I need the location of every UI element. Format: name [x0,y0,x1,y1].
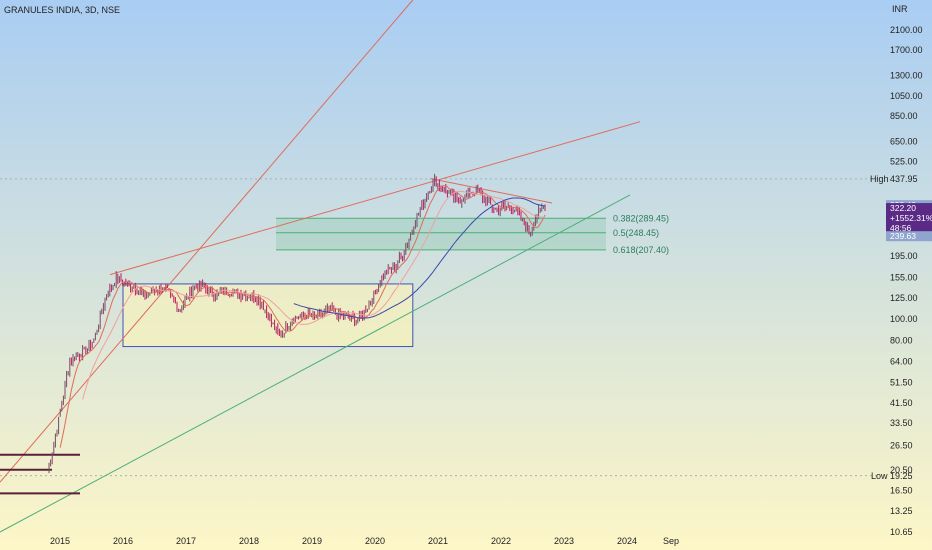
resistance-trendline [109,121,641,276]
current-price-badge-text: +1552.31% [890,213,932,223]
low-value: 19.25 [890,471,913,481]
y-tick-label: 20.50 [890,465,913,475]
y-tick-label: 1700.00 [890,45,923,55]
x-tick-label: Sep [663,536,679,546]
y-tick-label: 64.00 [890,357,913,367]
y-tick-label: 41.50 [890,398,913,408]
x-tick-label: 2017 [176,536,196,546]
x-tick-label: 2023 [554,536,574,546]
x-tick-label: 2018 [239,536,259,546]
y-tick-label: 13.25 [890,506,913,516]
current-price-badge [886,203,932,233]
y-tick-label: 51.50 [890,377,913,387]
y-tick-label: 525.00 [890,157,918,167]
y-tick-label: 650.00 [890,136,918,146]
y-tick-label: 80.00 [890,335,913,345]
y-tick-label: 1300.00 [890,71,923,81]
high-value: 437.95 [890,174,918,184]
x-tick-label: 2022 [491,536,511,546]
x-tick-label: 2021 [428,536,448,546]
current-price-badge-text: 48:56 [890,223,912,233]
ma-long-line [293,197,546,319]
y-tick-label: 195.00 [890,251,918,261]
y-tick-label: 33.50 [890,418,913,428]
y-tick-label: 1050.00 [890,91,923,101]
y-tick-label: 850.00 [890,111,918,121]
fib-label: 0.5(248.45) [613,228,659,238]
lower-level-badge [886,231,932,242]
x-tick-label: 2024 [617,536,637,546]
ma-fast-line [59,185,546,448]
x-tick-label: 2016 [113,536,133,546]
x-tick-label: 2020 [365,536,385,546]
y-tick-label: 26.50 [890,440,913,450]
x-tick-label: 2015 [50,536,70,546]
time-axis: 2015 2016 2017 2018 2019 2020 2021 2022 2023 2024… [50,536,679,546]
y-tick-label: 125.00 [890,293,918,303]
low-label: Low [871,471,888,481]
fib-label: 0.382(289.45) [613,213,669,223]
lower-level-badge-text: 239.63 [890,231,916,241]
y-tick-label: 100.00 [890,314,918,324]
price-axis: 2100.00 1700.00 1300.00 1050.00 850.00 650.00… [890,4,923,537]
ma-slow-line [82,190,545,400]
high-label: High [870,174,889,184]
y-tick-label: 155.00 [890,273,918,283]
y-tick-label: 2100.00 [890,25,923,35]
y-tick-label: 10.65 [890,527,913,537]
currency-label: INR [892,4,908,14]
chart-title: GRANULES INDIA, 3D, NSE [4,5,121,15]
x-tick-label: 2019 [302,536,322,546]
fib-label: 0.618(207.40) [613,245,669,255]
current-price-badge-text: 322.20 [890,203,916,213]
y-tick-label: 16.50 [890,485,913,495]
falling-trendline [429,177,553,204]
fib-zone [276,218,606,250]
